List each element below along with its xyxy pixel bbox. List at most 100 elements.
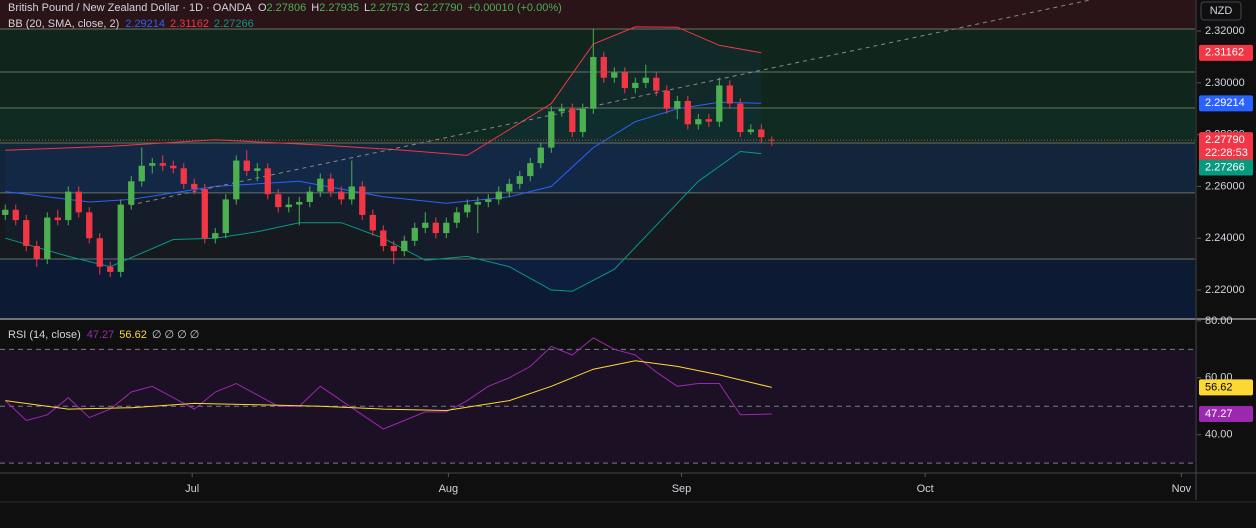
price-badge-label: 2.29214 [1205,97,1245,109]
candle-body [653,77,660,91]
rsi-line [4,337,772,430]
candle-body [390,246,397,252]
candle-body [411,227,418,241]
candle-body [338,191,345,200]
x-tick-label: Jul [185,483,199,495]
candle-body [296,201,303,205]
ohlc-key: L [364,2,370,14]
candle-body [222,199,229,234]
candle-body [569,108,576,133]
zone [0,192,1195,259]
candle-body [443,222,450,234]
zone [0,258,1195,318]
title: British Pound / New Zealand Dollar · 1D … [8,2,253,14]
band-fill [5,26,762,292]
candle-body [737,103,744,133]
candle-body [75,191,82,213]
x-tick-label: Oct [917,483,934,495]
candle-body [317,178,324,192]
candle-body [275,194,282,208]
band-line [5,26,762,156]
candle-body [348,186,355,200]
ohlc-key: O [258,2,267,14]
candle-body [611,72,618,78]
overlay: 2.320002.300002.280002.260002.240002.220… [0,0,1256,503]
zone [0,142,1195,193]
candle-body [327,178,334,192]
candle-body [170,165,177,169]
candle-body [107,266,114,272]
candle-body [747,129,754,133]
candle-body [579,108,586,133]
candle-body [359,186,366,215]
price-badge-label: 2.27790 [1205,134,1245,146]
candle-body [453,212,460,223]
candle-body [695,119,702,125]
candle-body [674,100,681,109]
candle-body [201,189,208,239]
price-badge-label: 22:28:53 [1205,147,1248,159]
candle-body [243,160,250,171]
candle-body [159,163,166,166]
y-tick-label: 2.32000 [1205,25,1245,37]
candle-body [464,204,471,213]
candle-body [138,165,145,182]
candle-body [632,82,639,89]
rsi-pane [0,337,1195,464]
candle-body [537,147,544,164]
x-tick-label: Sep [672,483,692,495]
candle-body [558,108,565,112]
candle-body [684,100,691,125]
y-tick-label: 2.22000 [1205,284,1245,296]
x-tick-label: Nov [1172,483,1192,495]
price-badge [1199,44,1253,61]
price-badge [1199,132,1253,162]
candle-body [149,163,156,166]
candle-body [516,176,523,184]
band-line [5,150,762,292]
y-tick-label: 2.26000 [1205,180,1245,192]
rsi-extra: ∅ ∅ ∅ ∅ [152,329,200,341]
candle-body [506,183,513,192]
candle-body [485,199,492,202]
currency: NZD [1210,5,1233,17]
candle-body [12,209,19,221]
candle-body [590,56,597,109]
price-badge [1199,406,1253,423]
change: +0.00010 (+0.00%) [468,2,562,14]
candle-body [663,90,670,109]
price-pane [0,0,1195,318]
ohlc-value: 2.27790 [423,2,463,14]
candle-body [65,191,72,221]
rsi-label: RSI (14, close) [8,329,81,341]
bb-value: 2.27266 [214,18,254,30]
y-tick-label: 80.00 [1205,315,1233,327]
price-badge [1199,159,1253,176]
candle-body [212,233,219,239]
candle-body [642,77,649,83]
candle-body [422,222,429,228]
candle-body [548,111,555,148]
candle-body [600,56,607,78]
y-tick-label: 2.30000 [1205,77,1245,89]
price-badge-label: 2.31162 [1205,47,1244,59]
candle-body [86,212,93,239]
candle-body [495,191,502,200]
bb-label: BB (20, SMA, close, 2) [8,18,119,30]
candle-body [432,222,439,234]
zone [0,29,1195,72]
candle-body [285,204,292,208]
rsi-value: 56.62 [119,329,147,341]
candle-body [726,85,733,104]
price-badge-label: 2.27266 [1205,161,1245,173]
bb-value: 2.31162 [170,18,209,30]
candle-body [306,191,313,202]
bb-value: 2.29214 [125,18,165,30]
y-tick-label: 40.00 [1205,429,1233,441]
rsi-line [5,360,772,412]
ohlc-value: 2.27935 [319,2,359,14]
ohlc-value: 2.27573 [370,2,410,14]
x-tick-label: Aug [439,483,459,495]
candle-body [527,163,534,177]
